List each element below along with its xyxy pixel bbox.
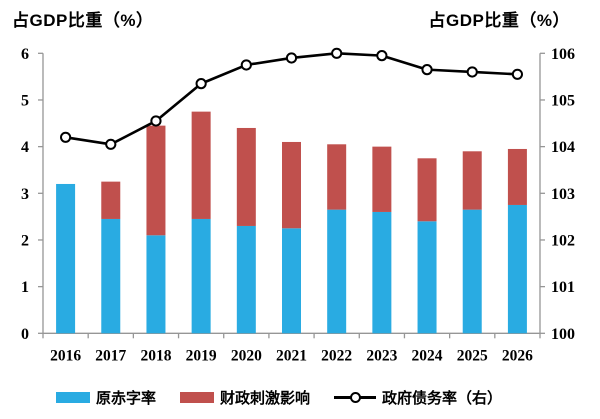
- deficit-bar-2021: [282, 228, 301, 334]
- deficit-bar-2019: [191, 218, 211, 334]
- debt-marker-2025: [466, 66, 478, 78]
- legend-item-debt: 政府债务率（右）: [334, 387, 502, 408]
- deficit-bar-2024: [417, 221, 437, 334]
- right-axis-tick-label: 104: [551, 139, 575, 156]
- year-label-2026: 2026: [502, 347, 533, 364]
- year-label-2024: 2024: [412, 347, 443, 364]
- legend-label-deficit: 原赤字率: [96, 389, 157, 407]
- left-axis-tick-label: 4: [21, 139, 29, 156]
- legend-label-debt: 政府债务率（右）: [382, 389, 503, 407]
- debt-marker-2022: [331, 47, 343, 59]
- debt-ratio-line: [65, 51, 518, 146]
- deficit-bar-2025: [462, 209, 482, 334]
- stimulus-bar-2019: [191, 111, 211, 219]
- year-label-2023: 2023: [366, 347, 397, 364]
- year-label-2020: 2020: [231, 347, 262, 364]
- year-label-2016: 2016: [50, 347, 81, 364]
- right-axis-title: 占GDP比重（%）: [428, 11, 570, 30]
- legend-label-stimulus: 财政刺激影响: [220, 389, 311, 407]
- left-axis-tick-label: 1: [21, 279, 29, 296]
- debt-marker-2026: [511, 68, 524, 80]
- stimulus-bar-2017: [101, 181, 121, 219]
- left-axis-tick-label: 5: [21, 92, 29, 109]
- left-axis-tick-label: 0: [21, 326, 29, 343]
- legend-line-with-marker-icon: [334, 391, 377, 404]
- year-label-2025: 2025: [457, 347, 488, 364]
- deficit-bar-2023: [372, 211, 392, 334]
- debt-marker-2024: [421, 64, 433, 76]
- right-axis-tick-label: 103: [551, 186, 575, 203]
- stimulus-bar-2026: [507, 148, 527, 205]
- right-axis-tick-label: 101: [551, 279, 575, 296]
- deficit-bar-2020: [236, 225, 256, 334]
- stimulus-bar-2024: [417, 158, 437, 222]
- deficit-bar-2017: [101, 218, 121, 334]
- debt-marker-2021: [285, 52, 298, 64]
- stimulus-bar-2021: [282, 141, 301, 229]
- legend-item-stimulus: 财政刺激影响: [180, 387, 310, 408]
- debt-marker-2020: [240, 59, 252, 71]
- legend-marker-dot-icon: [350, 391, 362, 403]
- stimulus-bar-2020: [236, 127, 256, 226]
- left-axis-tick-label: 2: [21, 232, 29, 249]
- deficit-bar-2018: [146, 235, 166, 334]
- legend-item-deficit: 原赤字率: [56, 387, 156, 408]
- right-axis-tick-label: 100: [551, 326, 575, 343]
- debt-marker-2017: [105, 138, 117, 150]
- year-label-2019: 2019: [186, 347, 217, 364]
- right-axis-tick-label: 106: [551, 46, 575, 63]
- legend-swatch-deficit: [56, 391, 90, 403]
- year-label-2022: 2022: [321, 347, 352, 364]
- deficit-bar-2022: [327, 209, 347, 334]
- stimulus-bar-2023: [372, 146, 392, 212]
- debt-marker-2016: [59, 131, 72, 143]
- year-label-2017: 2017: [95, 347, 126, 364]
- deficit-bar-2026: [507, 204, 527, 334]
- year-label-2021: 2021: [276, 347, 307, 364]
- debt-marker-2023: [376, 50, 388, 62]
- left-axis-tick-label: 6: [21, 46, 29, 63]
- year-label-2018: 2018: [140, 347, 171, 364]
- right-axis-tick-label: 105: [551, 92, 575, 109]
- left-axis-title: 占GDP比重（%）: [12, 11, 154, 30]
- stimulus-bar-2018: [146, 125, 166, 236]
- right-axis-tick-label: 102: [551, 232, 575, 249]
- legend-swatch-stimulus: [180, 391, 215, 403]
- left-axis-tick-label: 3: [21, 186, 29, 203]
- debt-marker-2018: [150, 115, 162, 127]
- stimulus-bar-2025: [462, 151, 482, 210]
- debt-marker-2019: [195, 78, 207, 90]
- legend: 原赤字率 财政刺激影响 政府债务率（右）: [0, 385, 600, 409]
- stimulus-bar-2022: [327, 144, 347, 210]
- deficit-bar-2016: [56, 183, 76, 334]
